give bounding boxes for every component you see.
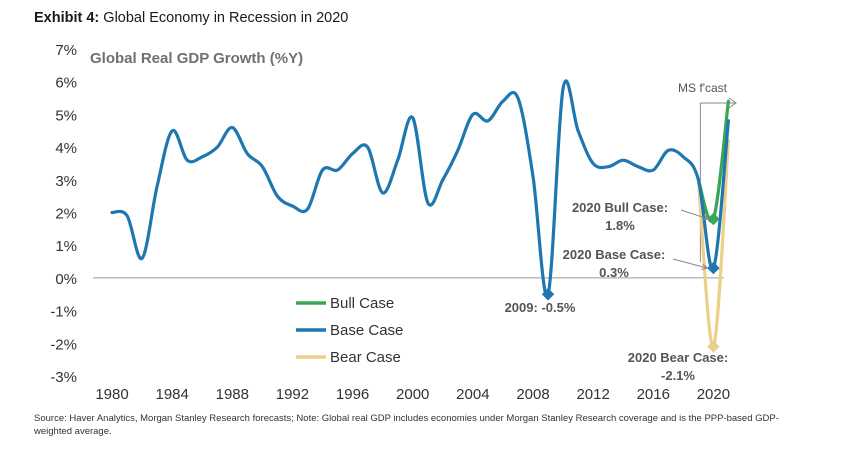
x-tick-label: 2020	[697, 386, 730, 403]
forecast-arrowhead-icon	[728, 97, 737, 109]
y-tick-label: 6%	[55, 75, 77, 92]
y-tick-label: 5%	[55, 107, 77, 124]
x-tick-label: 1992	[276, 386, 309, 403]
y-tick-label: 2%	[55, 206, 77, 223]
x-axis-ticks: 1980 1984 1988 1992 1996 2000 2004 2008 2012 2016…	[95, 386, 730, 403]
legend: Bull Case Base Case Bear Case	[296, 295, 403, 366]
marker-bear-2020-diamond	[707, 340, 720, 353]
source-note: Source: Haver Analytics, Morgan Stanley …	[34, 413, 779, 437]
chart-title: Global Real GDP Growth (%Y)	[90, 50, 303, 67]
marker-base-2020-diamond	[707, 261, 720, 275]
x-tick-label: 2008	[516, 386, 549, 403]
annotation-layer: 2009: -0.5% 2020 Bull Case: 1.8% 2020 Base …	[505, 200, 729, 383]
x-tick-label: 2000	[396, 386, 429, 403]
y-tick-label: 4%	[55, 140, 77, 157]
x-tick-label: 1988	[216, 386, 249, 403]
forecast-label: MS f'cast	[678, 81, 728, 95]
y-axis-ticks: -3% -2% -1% 0% 1% 2% 3% 4% 5% 6% 7%	[50, 42, 77, 386]
annotation-bull-arrowhead-icon	[702, 214, 710, 221]
x-tick-label: 1980	[95, 386, 128, 403]
x-tick-label: 1996	[336, 386, 369, 403]
exhibit-title: Global Economy in Recession in 2020	[103, 10, 349, 26]
exhibit-heading: Exhibit 4: Global Economy in Recession i…	[34, 10, 348, 26]
annotation-base-leader	[672, 258, 708, 269]
annotation-base-value: 0.3%	[599, 265, 629, 280]
annotation-bear-value: -2.1%	[661, 368, 695, 383]
annotation-2009: 2009: -0.5%	[505, 300, 576, 315]
base-case-line	[110, 79, 730, 298]
y-tick-label: 0%	[55, 271, 77, 288]
legend-label-bear: Bear Case	[330, 349, 401, 366]
y-tick-label: -2%	[50, 336, 77, 353]
annotation-bull-line1: 2020 Bull Case:	[572, 200, 668, 215]
y-tick-label: 3%	[55, 173, 77, 190]
annotation-base-arrowhead-icon	[701, 263, 709, 270]
x-tick-label: 2004	[456, 386, 489, 403]
y-tick-label: -3%	[50, 369, 77, 386]
marker-2009-diamond	[541, 288, 555, 301]
exhibit-label: Exhibit 4:	[34, 10, 100, 26]
x-tick-label: 1984	[155, 386, 188, 403]
y-tick-label: -1%	[50, 304, 77, 321]
y-tick-label: 7%	[55, 42, 77, 59]
y-tick-label: 1%	[55, 238, 77, 255]
annotation-base-line1: 2020 Base Case:	[563, 247, 666, 262]
annotation-bull-value: 1.8%	[605, 218, 635, 233]
x-tick-label: 2016	[637, 386, 670, 403]
legend-label-base: Base Case	[330, 322, 403, 339]
annotation-bear-line1: 2020 Bear Case:	[628, 350, 728, 365]
marker-layer	[541, 212, 720, 353]
legend-label-bull: Bull Case	[330, 295, 394, 312]
x-tick-label: 2012	[576, 386, 609, 403]
annotation-bull-leader	[680, 209, 709, 220]
marker-bull-2020-diamond	[707, 212, 720, 226]
